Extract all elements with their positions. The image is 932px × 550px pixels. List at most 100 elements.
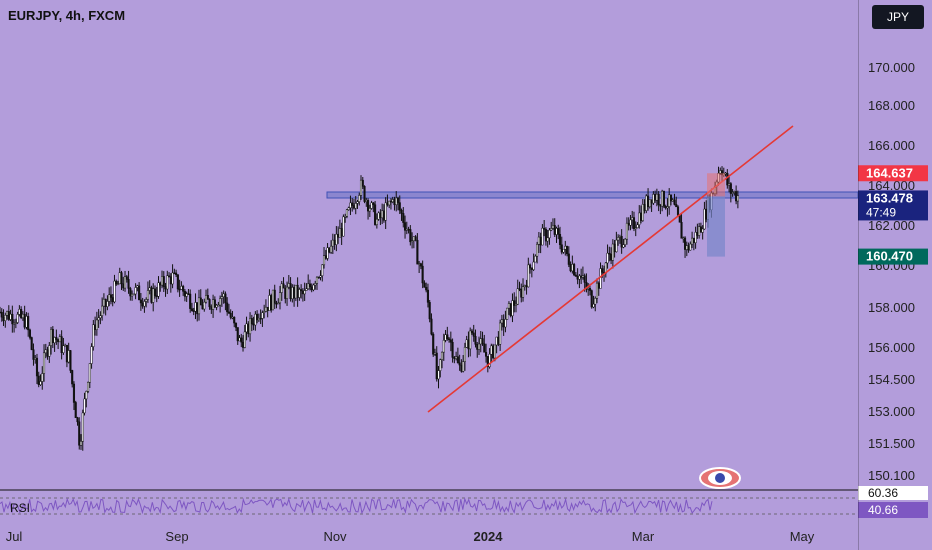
candle-body [439, 359, 442, 371]
candle-body [136, 285, 139, 288]
x-tick-label: Jul [6, 529, 23, 544]
candle-body [159, 282, 162, 286]
candle-body [354, 203, 357, 209]
candle-body [277, 302, 280, 305]
candle-body [127, 279, 130, 289]
candle-body [668, 194, 671, 207]
candle-body [94, 324, 97, 330]
candle-body [446, 334, 449, 339]
candle-body [613, 243, 616, 253]
currency-button[interactable]: JPY [872, 5, 924, 29]
candle-body [305, 288, 308, 291]
candle-body [463, 347, 466, 362]
candle-body [303, 290, 306, 295]
candle-body [393, 199, 396, 206]
x-tick-label: Sep [165, 529, 188, 544]
last-price-label-countdown: 47:49 [866, 205, 896, 219]
candle-body [673, 199, 676, 205]
candle-body [534, 255, 537, 263]
candle-body [146, 290, 149, 300]
y-tick-label: 162.000 [868, 218, 915, 233]
candle-body [247, 323, 250, 335]
candle-body [622, 244, 625, 248]
candle-body [525, 285, 528, 288]
candle-body [92, 324, 95, 347]
candle-body [432, 333, 435, 355]
rsi-value-1-bg [858, 486, 928, 500]
candle-body [76, 417, 79, 423]
resistance-zone [326, 191, 859, 199]
candle-body [472, 332, 475, 337]
candle-body [629, 219, 632, 226]
candle-body [122, 283, 125, 289]
candle-body [611, 243, 614, 261]
candle-body [83, 398, 86, 414]
candle-body [259, 317, 262, 320]
candle-body [250, 318, 253, 325]
candle-body [243, 331, 246, 348]
y-tick-label: 156.000 [868, 340, 915, 355]
candle-body [152, 288, 155, 303]
candle-body [483, 343, 486, 353]
candle-body [691, 237, 694, 245]
candle-body [504, 319, 507, 328]
trendline[interactable] [427, 125, 794, 413]
candle-body [479, 338, 482, 345]
candle-body [470, 330, 474, 334]
candle-body [85, 391, 88, 400]
candle-body [11, 313, 14, 325]
position-boxes[interactable] [707, 173, 725, 257]
candle-body [411, 240, 414, 243]
candle-body [201, 304, 204, 310]
candle-body [97, 317, 100, 321]
candle-body [516, 288, 519, 305]
candle-body [548, 229, 551, 239]
candle-body [217, 304, 220, 307]
candle-body [155, 295, 158, 297]
candle-body [238, 337, 241, 342]
candle-body [35, 357, 39, 377]
x-tick-label: 2024 [474, 529, 504, 544]
candle-body [587, 288, 590, 290]
rsi-label: RSI [10, 501, 30, 515]
candle-body [733, 191, 736, 193]
candle-body [407, 228, 410, 231]
tradingview-logo-icon[interactable] [699, 467, 741, 489]
candle-body [641, 204, 644, 221]
candle-body [539, 236, 542, 246]
candle-body [227, 311, 230, 314]
candle-body [345, 209, 348, 217]
candle-body [495, 336, 498, 346]
candle-body [645, 195, 648, 211]
candle-body [168, 275, 171, 278]
candle-body [271, 289, 275, 311]
candle-body [506, 307, 509, 320]
candle-body [481, 338, 484, 345]
candle-body [23, 313, 26, 328]
candle-body [405, 228, 408, 231]
candle-body [676, 206, 680, 216]
candle-body [236, 327, 239, 342]
candle-body [219, 298, 222, 306]
candle-body [60, 336, 63, 353]
candle-body [729, 183, 732, 194]
candle-body [384, 202, 387, 221]
candle-body [139, 299, 142, 304]
y-tick-label: 170.000 [868, 60, 915, 75]
candle-body [409, 229, 412, 243]
candle-body [599, 268, 602, 289]
candle-body [557, 228, 560, 235]
candle-body [120, 272, 123, 285]
candle-body [428, 302, 431, 320]
candle-body [367, 200, 370, 212]
candle-body [131, 293, 134, 297]
candle-body [296, 284, 299, 298]
candle-body [581, 275, 584, 278]
candle-body [701, 228, 704, 233]
candle-body [104, 298, 107, 307]
candle-body [358, 195, 361, 202]
candle-body [44, 349, 47, 354]
candle-body [368, 208, 371, 212]
candle-body [64, 344, 67, 347]
